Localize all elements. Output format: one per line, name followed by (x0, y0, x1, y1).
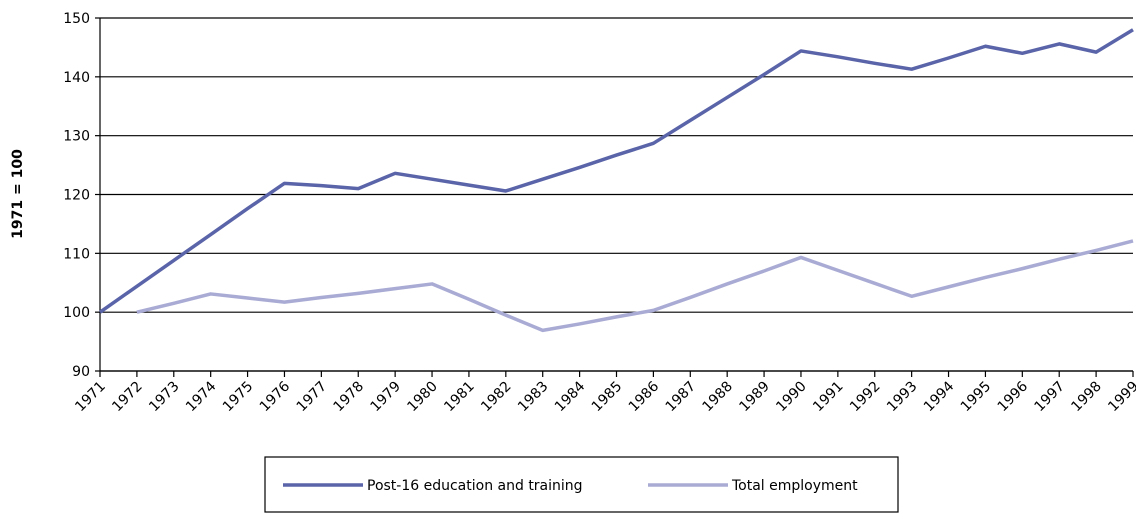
legend-label: Total employment (731, 478, 858, 494)
series-line (98, 28, 1134, 314)
y-tick-label: 120 (63, 188, 90, 204)
x-tick-label: 1986 (626, 378, 663, 415)
x-tick-label: 1993 (884, 379, 921, 416)
y-axis-label: 1971 = 100 (10, 149, 26, 239)
y-tick-label: 150 (63, 11, 90, 27)
y-tick-label: 90 (72, 364, 90, 380)
series-line (136, 239, 1134, 333)
x-tick-label: 1980 (404, 379, 441, 416)
x-tick-label: 1990 (773, 379, 810, 416)
x-tick-label: 1974 (183, 378, 220, 415)
y-tick-label: 140 (63, 70, 90, 86)
x-tick-label: 1996 (995, 378, 1032, 415)
x-tick-label: 1995 (958, 379, 995, 416)
x-tick-label: 1988 (699, 379, 736, 416)
y-tick-label: 130 (63, 129, 90, 145)
x-tick-label: 1971 (72, 379, 109, 416)
x-tick-label: 1983 (515, 379, 552, 416)
x-tick-label: 1982 (478, 379, 515, 416)
x-tick-label: 1989 (736, 379, 773, 416)
legend-label: Post-16 education and training (367, 478, 583, 494)
x-tick-label: 1992 (847, 379, 884, 416)
x-tick-label: 1997 (1032, 379, 1069, 416)
x-tick-label: 1984 (552, 378, 589, 415)
x-tick-label: 1975 (220, 379, 257, 416)
x-tick-label: 1994 (921, 378, 958, 415)
x-tick-label: 1987 (663, 379, 700, 416)
legend-box (264, 456, 899, 513)
x-tick-label: 1991 (810, 379, 847, 416)
x-tick-label: 1978 (331, 379, 368, 416)
x-tick-label: 1976 (257, 378, 294, 415)
y-tick-label: 110 (63, 246, 90, 262)
x-tick-label: 1998 (1068, 379, 1105, 416)
y-tick-label: 100 (63, 305, 90, 321)
x-tick-label: 1973 (146, 379, 183, 416)
x-tick-label: 1999 (1105, 379, 1136, 416)
x-tick-label: 1972 (109, 379, 146, 416)
x-tick-label: 1981 (441, 379, 478, 416)
x-tick-label: 1977 (294, 379, 331, 416)
x-tick-label: 1985 (589, 379, 626, 416)
x-tick-label: 1979 (367, 379, 404, 416)
